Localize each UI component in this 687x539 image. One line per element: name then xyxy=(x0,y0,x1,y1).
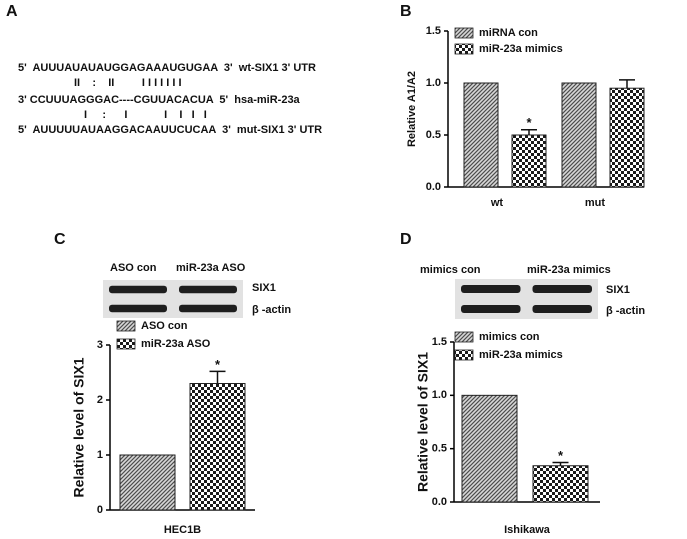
blot-band-label: β -actin xyxy=(252,304,291,316)
legend-swatch xyxy=(454,43,474,55)
blot-lane-label: miR-23a ASO xyxy=(176,262,246,274)
legend-label: miR-23a mimics xyxy=(479,43,563,55)
y-tick-label: 1.5 xyxy=(432,336,447,348)
legend-label: miRNA con xyxy=(479,27,538,39)
sequence-line: 3' CCUUUAGGGAC----CGUUACACUA 5' hsa-miR-… xyxy=(18,94,301,106)
x-tick-label: wt xyxy=(490,197,504,209)
bar xyxy=(463,82,499,188)
legend-swatch xyxy=(116,320,136,332)
blot-lane-label: mimics con xyxy=(420,264,481,276)
x-tick-label: HEC1B xyxy=(164,524,201,536)
blot-band xyxy=(109,285,167,294)
blot-band xyxy=(461,305,521,313)
bar xyxy=(189,383,246,511)
blot-band-label: β -actin xyxy=(606,305,645,317)
y-tick-label: 3 xyxy=(97,339,103,351)
y-axis-label: Relative level of SIX1 xyxy=(415,352,431,492)
legend-label: ASO con xyxy=(141,320,188,332)
y-axis-label: Relative A1/A2 xyxy=(406,71,418,147)
panel-label: C xyxy=(54,231,66,248)
y-tick-label: 0.0 xyxy=(426,181,441,193)
legend-label: mimics con xyxy=(479,331,540,343)
bar xyxy=(561,82,597,188)
panel-label: B xyxy=(400,3,412,20)
blot-band xyxy=(532,305,592,313)
bar xyxy=(609,87,645,188)
error-bar xyxy=(619,79,635,89)
legend-label: miR-23a ASO xyxy=(141,338,211,350)
y-tick-label: 0.0 xyxy=(432,496,447,508)
panel-label: A xyxy=(6,3,18,20)
blot-band-label: SIX1 xyxy=(606,284,630,296)
bar xyxy=(532,465,589,503)
bar xyxy=(461,394,518,503)
y-tick-label: 1.0 xyxy=(426,77,441,89)
legend-swatch xyxy=(454,349,474,361)
legend-swatch xyxy=(116,338,136,350)
blot-band-label: SIX1 xyxy=(252,282,276,294)
bar xyxy=(511,134,547,188)
blot-lane-label: ASO con xyxy=(110,262,157,274)
y-tick-label: 1 xyxy=(97,449,103,461)
sequence-line: I : I I I I I xyxy=(84,109,207,121)
sequence-line: 5' AUUUUUAUAAGGACAAUUCUCAA 3' mut-SIX1 3… xyxy=(18,124,322,136)
x-tick-label: Ishikawa xyxy=(504,524,551,536)
blot-band xyxy=(109,304,167,313)
x-tick-label: mut xyxy=(585,197,606,209)
bar xyxy=(119,454,176,511)
y-axis-label: Relative level of SIX1 xyxy=(71,357,87,497)
error-bar xyxy=(552,461,569,466)
blot-band xyxy=(532,285,592,293)
y-tick-label: 0 xyxy=(97,504,103,516)
legend-swatch xyxy=(454,331,474,343)
sequence-line: 5' AUUUAUAUAUGGAGAAAUGUGAA 3' wt-SIX1 3'… xyxy=(18,62,316,74)
y-tick-label: 0.5 xyxy=(426,129,441,141)
blot-band xyxy=(179,285,237,294)
significance-marker: * xyxy=(215,357,221,372)
legend-label: miR-23a mimics xyxy=(479,349,563,361)
sequence-line: II : II I I I I I I I xyxy=(74,77,182,89)
y-tick-label: 0.5 xyxy=(432,443,447,455)
significance-marker: * xyxy=(526,115,532,130)
panel-label: D xyxy=(400,231,412,248)
blot-band xyxy=(461,285,521,293)
legend-swatch xyxy=(454,27,474,39)
error-bar xyxy=(521,129,537,135)
y-tick-label: 1.0 xyxy=(432,389,447,401)
blot-band xyxy=(179,304,237,313)
significance-marker: * xyxy=(558,448,564,463)
y-tick-label: 2 xyxy=(97,394,103,406)
blot-lane-label: miR-23a mimics xyxy=(527,264,611,276)
y-tick-label: 1.5 xyxy=(426,25,441,37)
error-bar xyxy=(209,370,226,384)
